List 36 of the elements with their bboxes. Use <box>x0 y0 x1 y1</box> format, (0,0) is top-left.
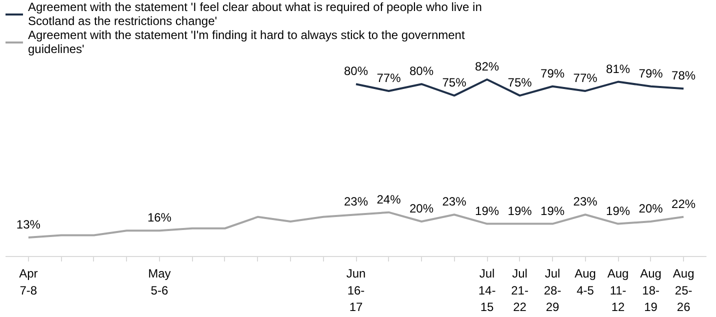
data-label: 80% <box>410 64 434 78</box>
data-label: 20% <box>638 202 664 216</box>
x-tick-label: Aug 4-5 <box>574 266 596 298</box>
x-tick-label: Jun 16- 17 <box>346 266 366 314</box>
data-label: 22% <box>672 196 696 211</box>
x-tick-label: Jul 14- 15 <box>478 266 496 314</box>
x-tick-label: Aug 18- 19 <box>640 266 662 314</box>
x-tick-label: May 5-6 <box>148 266 171 298</box>
data-label: 23% <box>442 194 467 209</box>
data-label: 16% <box>147 210 172 225</box>
data-label: 19% <box>508 204 532 218</box>
data-label: 20% <box>410 202 434 216</box>
data-label: 78% <box>672 68 696 83</box>
data-label: 23% <box>344 194 368 209</box>
data-label: 77% <box>573 70 598 85</box>
data-label: 82% <box>475 60 500 74</box>
legend-label: Agreement with the statement 'I'm finding it hard to always stick to the government guidelines' <box>28 28 465 56</box>
data-label: 75% <box>442 76 467 90</box>
x-tick-label: Jul 28- 29 <box>544 266 562 314</box>
data-label: 23% <box>573 194 598 209</box>
data-label: 19% <box>606 204 630 218</box>
data-label: 81% <box>606 62 630 76</box>
x-tick-label: Apr 7-8 <box>19 266 38 298</box>
data-label: 13% <box>16 218 41 232</box>
data-label: 77% <box>376 70 402 85</box>
data-label: 24% <box>376 192 402 206</box>
data-label: 19% <box>540 204 565 218</box>
data-label: 79% <box>540 66 565 80</box>
x-tick-label: Aug 11- 12 <box>607 266 629 314</box>
data-label: 75% <box>508 76 532 90</box>
data-label: 19% <box>475 204 500 218</box>
data-label: 79% <box>638 66 664 80</box>
legend-label: Agreement with the statement 'I feel clear about what is required of people who live in Scotland as the restrictions change' <box>28 0 482 28</box>
x-tick-label: Aug 25- 26 <box>672 266 694 314</box>
data-label: 80% <box>344 64 368 78</box>
x-tick-label: Jul 21- 22 <box>511 266 528 314</box>
